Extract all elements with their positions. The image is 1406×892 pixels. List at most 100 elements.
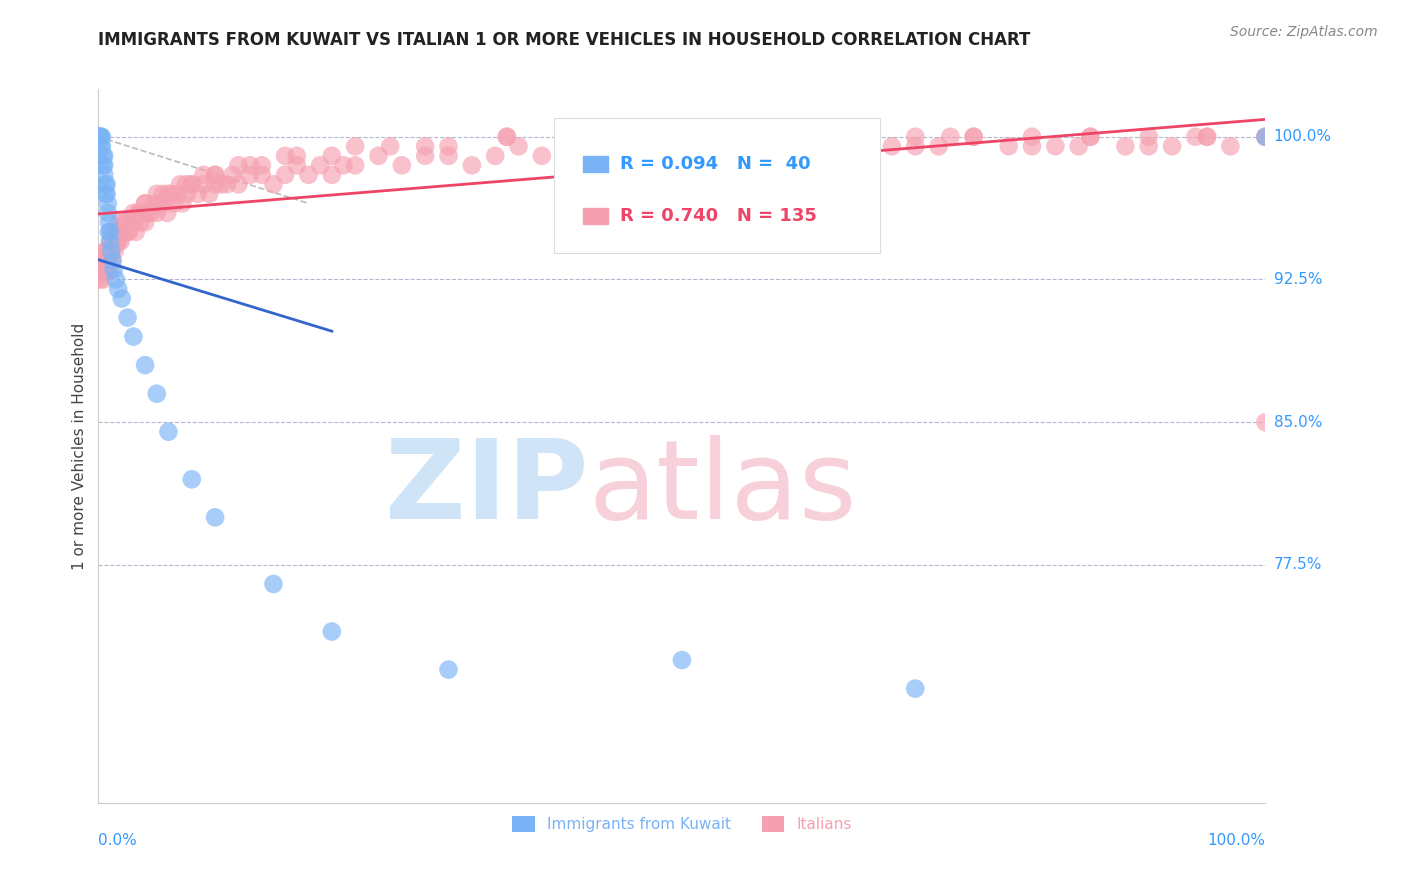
Point	[613, 139, 636, 153]
Point	[103, 235, 125, 249]
Point	[91, 158, 114, 172]
Point	[134, 215, 156, 229]
Point	[391, 158, 413, 172]
Point	[90, 129, 112, 144]
Point	[129, 215, 152, 229]
Point	[413, 149, 436, 163]
Point	[461, 158, 484, 172]
Point	[1080, 129, 1102, 144]
Point	[939, 129, 962, 144]
Point	[97, 244, 120, 258]
Point	[134, 358, 156, 372]
Point	[97, 253, 120, 268]
Point	[1137, 129, 1160, 144]
Point	[250, 168, 273, 182]
Point	[98, 225, 121, 239]
Point	[239, 168, 262, 182]
Point	[228, 158, 250, 172]
Text: ZIP: ZIP	[385, 435, 589, 542]
Point	[484, 149, 506, 163]
Point	[112, 225, 135, 239]
Point	[104, 225, 127, 239]
Point	[98, 263, 121, 277]
Text: 85.0%: 85.0%	[1274, 415, 1322, 430]
Point	[530, 149, 553, 163]
Point	[367, 149, 389, 163]
Point	[169, 178, 191, 192]
Point	[104, 225, 127, 239]
Point	[671, 653, 693, 667]
Point	[215, 178, 238, 192]
Point	[437, 663, 460, 677]
Point	[496, 129, 519, 144]
Point	[159, 186, 181, 201]
Point	[94, 186, 117, 201]
Point	[198, 186, 221, 201]
Point	[262, 178, 284, 192]
Point	[104, 244, 127, 258]
Point	[96, 244, 118, 258]
Point	[176, 186, 198, 201]
Point	[730, 129, 752, 144]
Point	[1184, 129, 1206, 144]
Text: 100.0%: 100.0%	[1274, 129, 1331, 145]
Point	[274, 149, 297, 163]
Point	[437, 149, 460, 163]
Point	[117, 310, 139, 325]
Point	[104, 272, 127, 286]
Point	[96, 178, 118, 192]
Point	[228, 178, 250, 192]
Point	[613, 129, 636, 144]
Point	[91, 272, 114, 286]
Point	[380, 139, 402, 153]
Point	[1067, 139, 1090, 153]
Point	[110, 235, 132, 249]
Text: 100.0%: 100.0%	[1208, 833, 1265, 848]
Point	[285, 149, 308, 163]
Point	[321, 168, 343, 182]
Point	[90, 253, 112, 268]
Point	[91, 253, 114, 268]
Point	[1254, 129, 1277, 144]
Point	[90, 263, 112, 277]
Point	[157, 425, 180, 439]
Point	[496, 129, 519, 144]
Point	[97, 196, 120, 211]
Point	[117, 225, 139, 239]
Point	[166, 186, 188, 201]
Point	[163, 196, 186, 211]
Point	[134, 196, 156, 211]
Point	[321, 624, 343, 639]
Point	[880, 139, 903, 153]
Point	[578, 149, 600, 163]
Point	[904, 129, 927, 144]
Point	[204, 168, 226, 182]
Point	[94, 178, 117, 192]
Point	[647, 139, 669, 153]
Point	[904, 139, 927, 153]
Point	[1195, 129, 1218, 144]
Point	[204, 510, 226, 524]
Point	[1219, 139, 1241, 153]
Point	[108, 225, 131, 239]
Point	[93, 149, 115, 163]
Text: R = 0.094   N =  40: R = 0.094 N = 40	[620, 154, 811, 173]
Point	[554, 139, 576, 153]
Point	[209, 178, 232, 192]
Point	[122, 215, 145, 229]
Point	[152, 196, 174, 211]
Point	[90, 139, 112, 153]
Point	[100, 244, 122, 258]
Text: 0.0%: 0.0%	[98, 833, 138, 848]
Point	[136, 206, 159, 220]
Point	[146, 186, 169, 201]
Point	[94, 253, 117, 268]
Point	[274, 168, 297, 182]
Point	[93, 263, 115, 277]
FancyBboxPatch shape	[554, 118, 880, 253]
Point	[180, 178, 202, 192]
Point	[297, 168, 319, 182]
Point	[156, 206, 179, 220]
Point	[321, 149, 343, 163]
Point	[262, 577, 284, 591]
